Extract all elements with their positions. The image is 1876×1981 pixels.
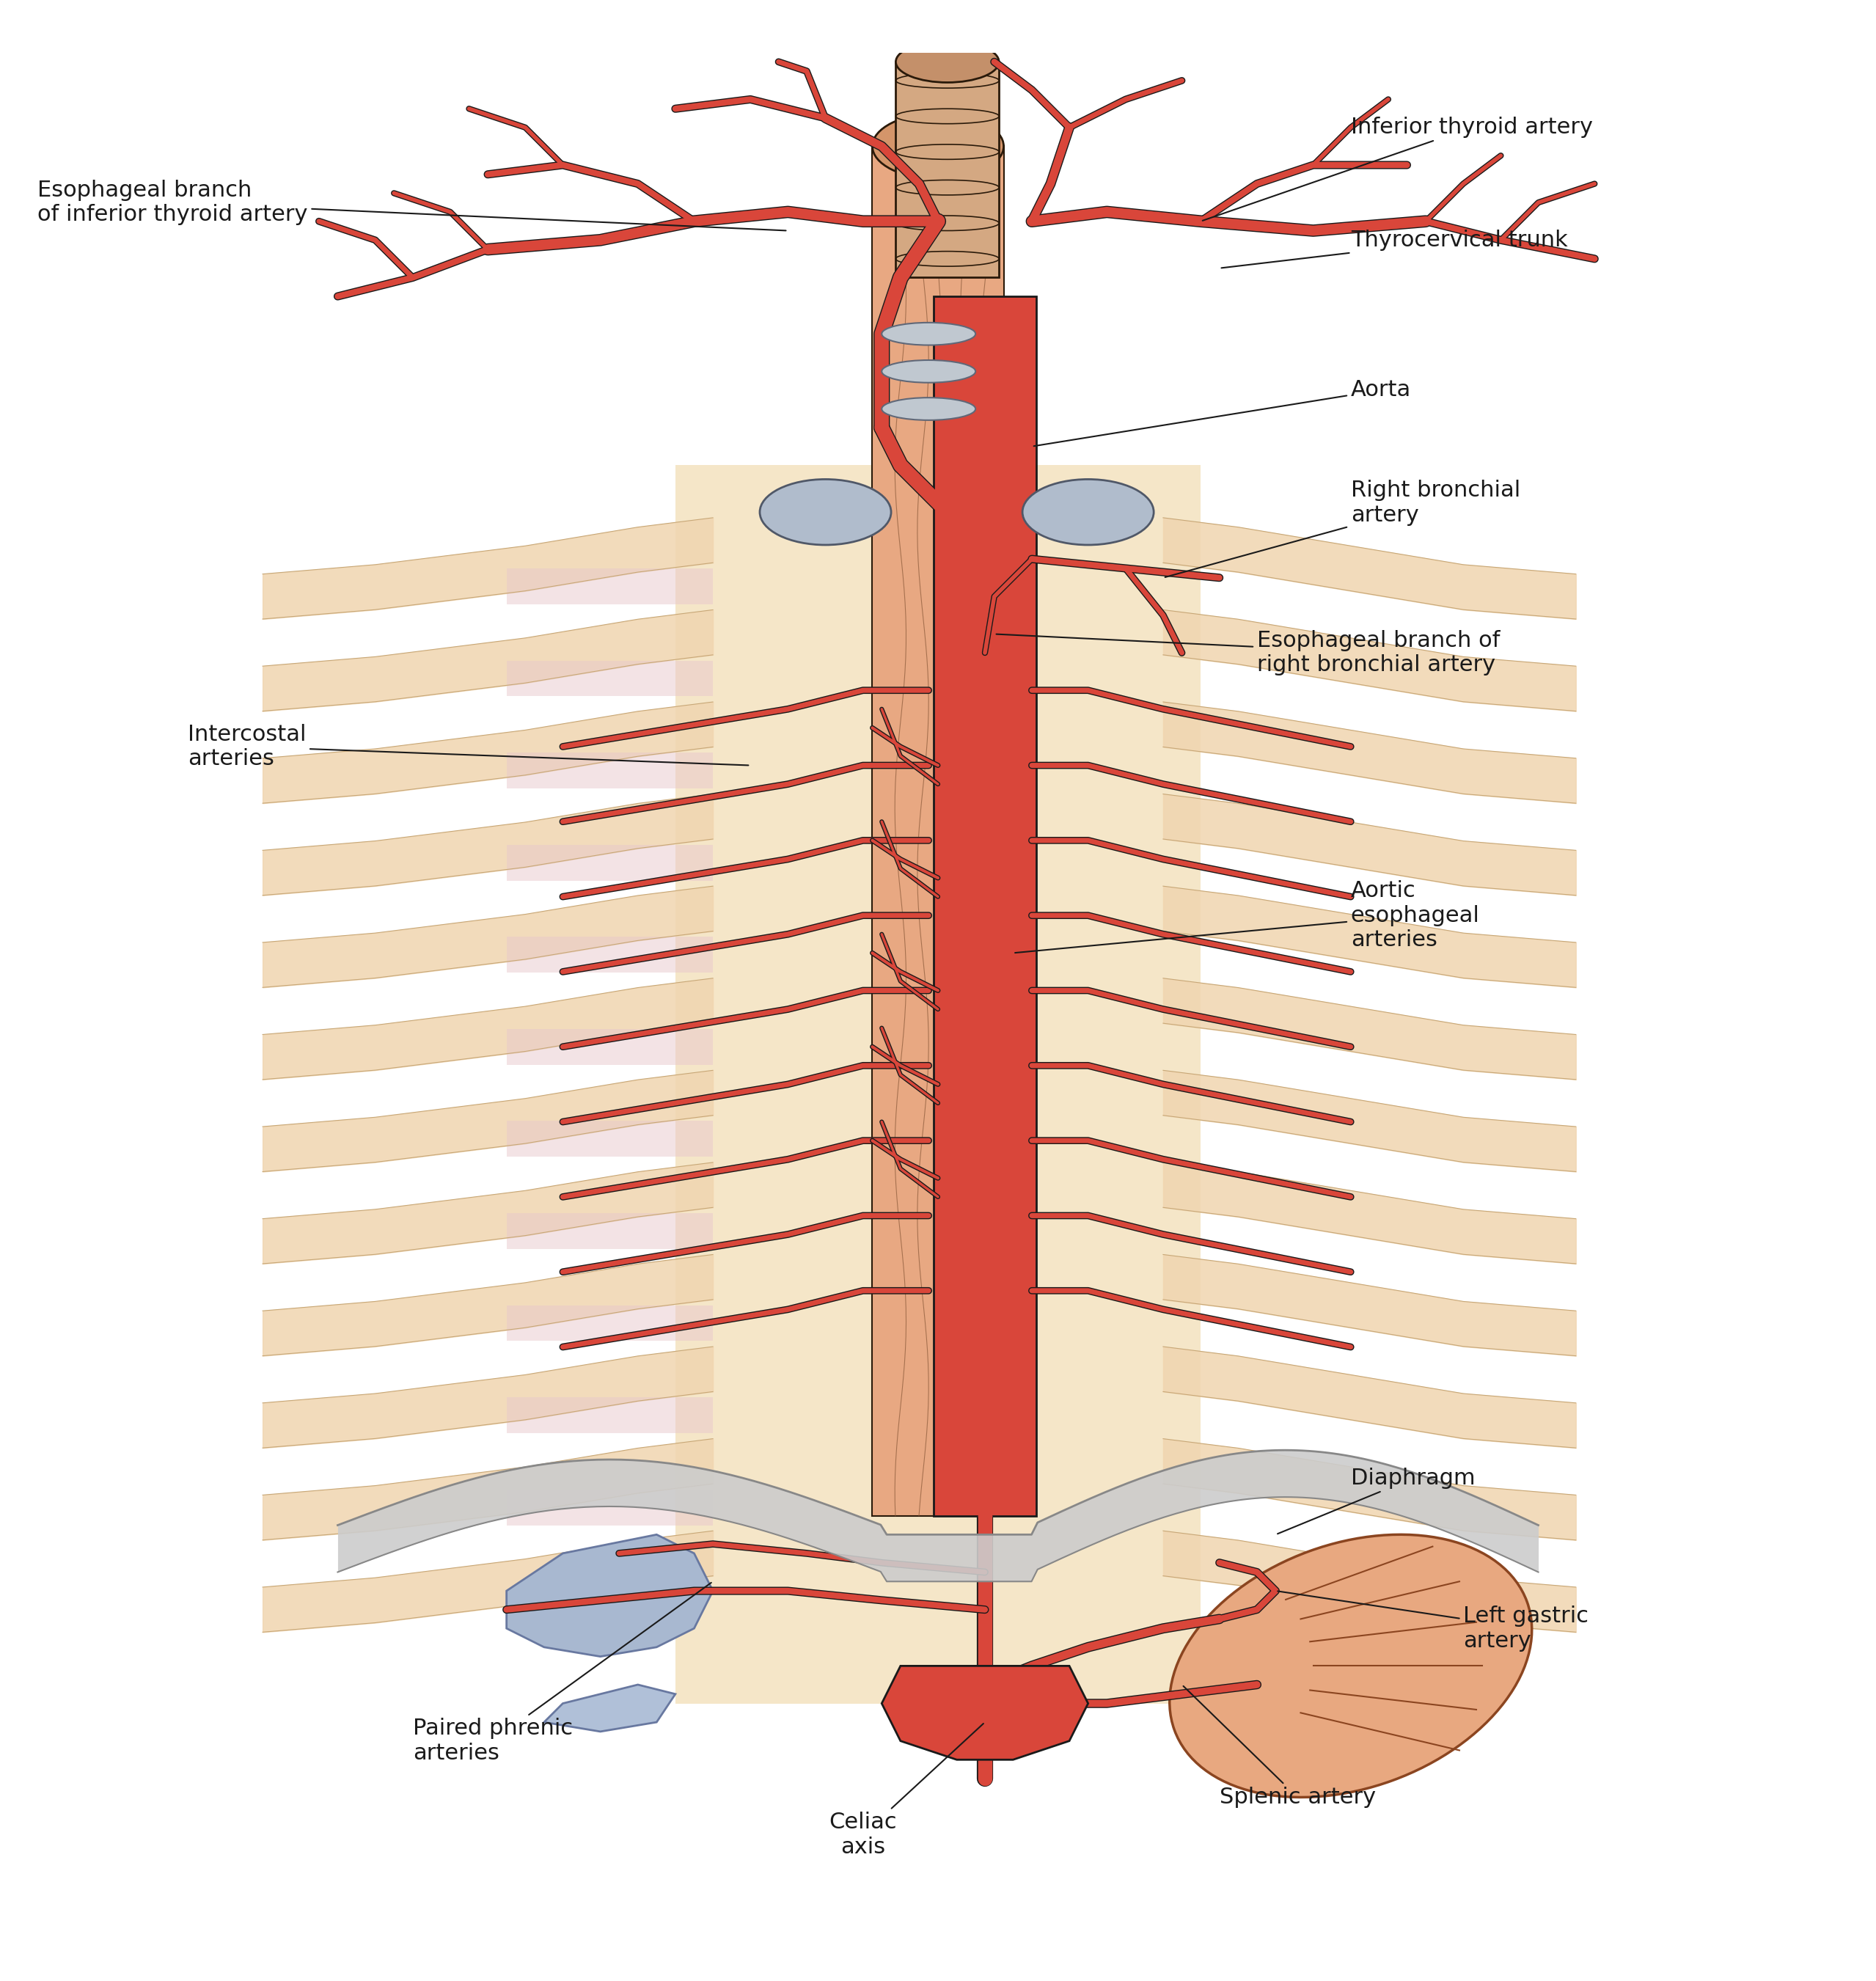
Text: Aorta: Aorta <box>1034 380 1411 446</box>
Polygon shape <box>675 466 1201 1704</box>
Ellipse shape <box>882 323 976 345</box>
Text: Paired phrenic
arteries: Paired phrenic arteries <box>413 1583 711 1763</box>
Text: Inferior thyroid artery: Inferior thyroid artery <box>1203 117 1593 220</box>
Text: Splenic artery: Splenic artery <box>1184 1686 1375 1809</box>
Polygon shape <box>507 753 713 788</box>
Text: Left gastric
artery: Left gastric artery <box>1278 1591 1589 1652</box>
Ellipse shape <box>872 113 1004 178</box>
Ellipse shape <box>1169 1535 1533 1797</box>
Polygon shape <box>507 569 713 604</box>
Polygon shape <box>932 297 1036 1515</box>
Text: Intercostal
arteries: Intercostal arteries <box>188 723 749 769</box>
Text: Esophageal branch of
right bronchial artery: Esophageal branch of right bronchial art… <box>996 630 1501 676</box>
Ellipse shape <box>882 398 976 420</box>
Polygon shape <box>872 147 1004 1515</box>
Text: Esophageal branch
of inferior thyroid artery: Esophageal branch of inferior thyroid ar… <box>38 180 786 230</box>
Polygon shape <box>507 660 713 695</box>
Polygon shape <box>544 1684 675 1731</box>
Polygon shape <box>507 1535 713 1656</box>
Polygon shape <box>507 937 713 973</box>
Polygon shape <box>882 1666 1088 1759</box>
Polygon shape <box>507 844 713 880</box>
Polygon shape <box>507 1028 713 1064</box>
Polygon shape <box>507 1121 713 1157</box>
Polygon shape <box>895 61 998 277</box>
Text: Thyrocervical trunk: Thyrocervical trunk <box>1221 230 1568 267</box>
Text: Diaphragm: Diaphragm <box>1278 1468 1475 1533</box>
Text: Right bronchial
artery: Right bronchial artery <box>1165 479 1520 576</box>
Polygon shape <box>507 1397 713 1432</box>
Text: Celiac
axis: Celiac axis <box>829 1723 983 1858</box>
Ellipse shape <box>882 361 976 382</box>
Ellipse shape <box>895 42 998 83</box>
Polygon shape <box>507 1212 713 1248</box>
Polygon shape <box>507 1305 713 1341</box>
Polygon shape <box>507 1490 713 1525</box>
Text: Aortic
esophageal
arteries: Aortic esophageal arteries <box>1015 880 1480 953</box>
Ellipse shape <box>1022 479 1154 545</box>
Ellipse shape <box>760 479 891 545</box>
